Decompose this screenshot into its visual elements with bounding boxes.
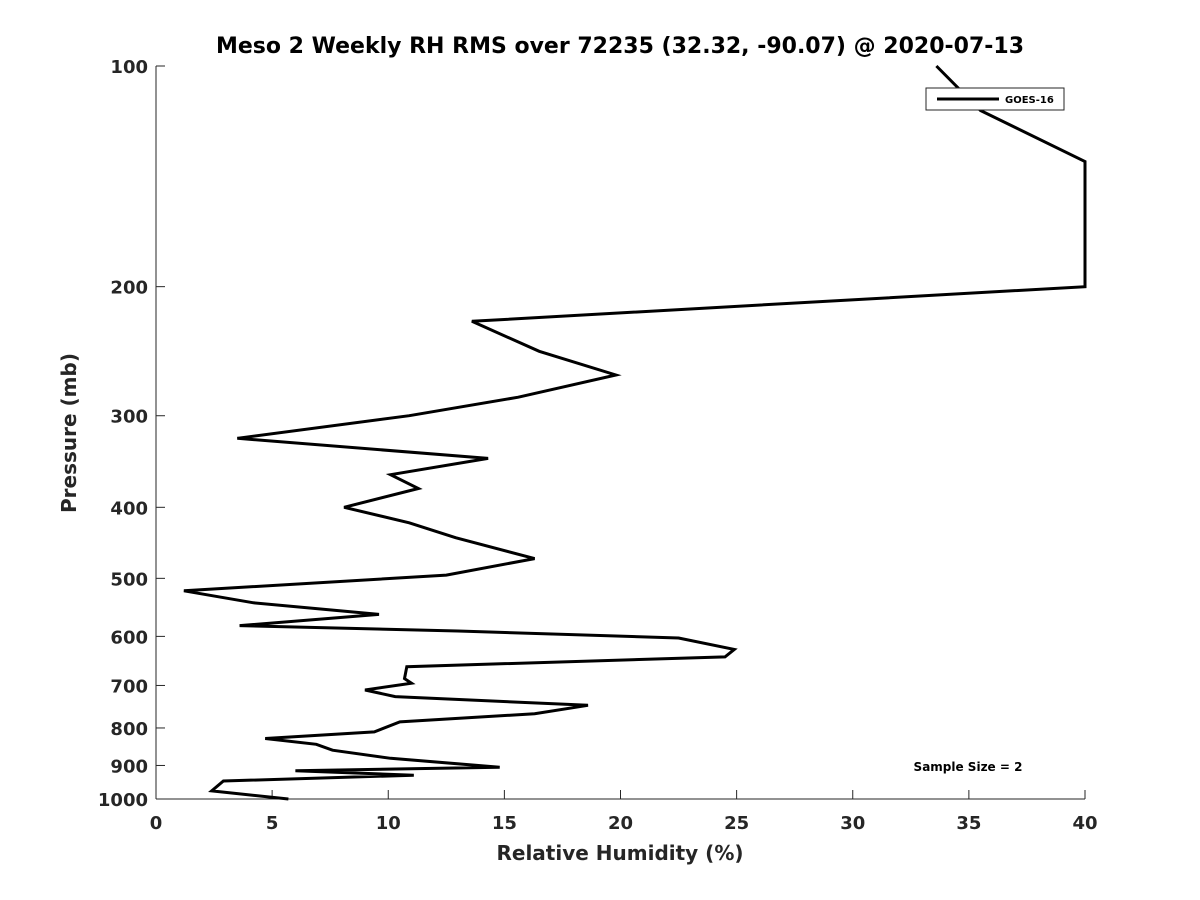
x-tick-label: 10	[376, 813, 401, 834]
x-axis-label: Relative Humidity (%)	[496, 841, 743, 865]
y-axis-label: Pressure (mb)	[57, 353, 81, 513]
y-tick-label: 800	[110, 719, 148, 740]
x-tick-label: 25	[724, 813, 749, 834]
y-tick-label: 900	[110, 756, 148, 777]
chart-title: Meso 2 Weekly RH RMS over 72235 (32.32, …	[216, 34, 1024, 59]
x-tick-label: 15	[492, 813, 517, 834]
y-tick-label: 600	[110, 627, 148, 648]
x-tick-label: 35	[956, 813, 981, 834]
y-tick-label: 500	[110, 569, 148, 590]
legend: GOES-16	[925, 87, 1065, 111]
x-axis-ticks: 0 5 10 15 20 25 30 35 40	[150, 790, 1098, 834]
y-tick-label: 1000	[98, 790, 148, 811]
x-tick-label: 0	[150, 813, 163, 834]
series-line-goes-16	[183, 64, 1087, 801]
x-tick-label: 30	[840, 813, 865, 834]
y-tick-label: 300	[110, 407, 148, 428]
y-axis-ticks: 100 200 300 400 500 600 700 800 900 1000	[98, 57, 165, 811]
y-tick-label: 200	[110, 278, 148, 299]
y-tick-label: 700	[110, 676, 148, 697]
x-tick-label: 5	[266, 813, 279, 834]
x-tick-label: 40	[1072, 813, 1097, 834]
legend-label: GOES-16	[1005, 95, 1054, 106]
x-tick-label: 20	[608, 813, 633, 834]
y-tick-label: 400	[110, 498, 148, 519]
y-tick-label: 100	[110, 57, 148, 78]
sample-size-annotation: Sample Size = 2	[914, 760, 1023, 774]
